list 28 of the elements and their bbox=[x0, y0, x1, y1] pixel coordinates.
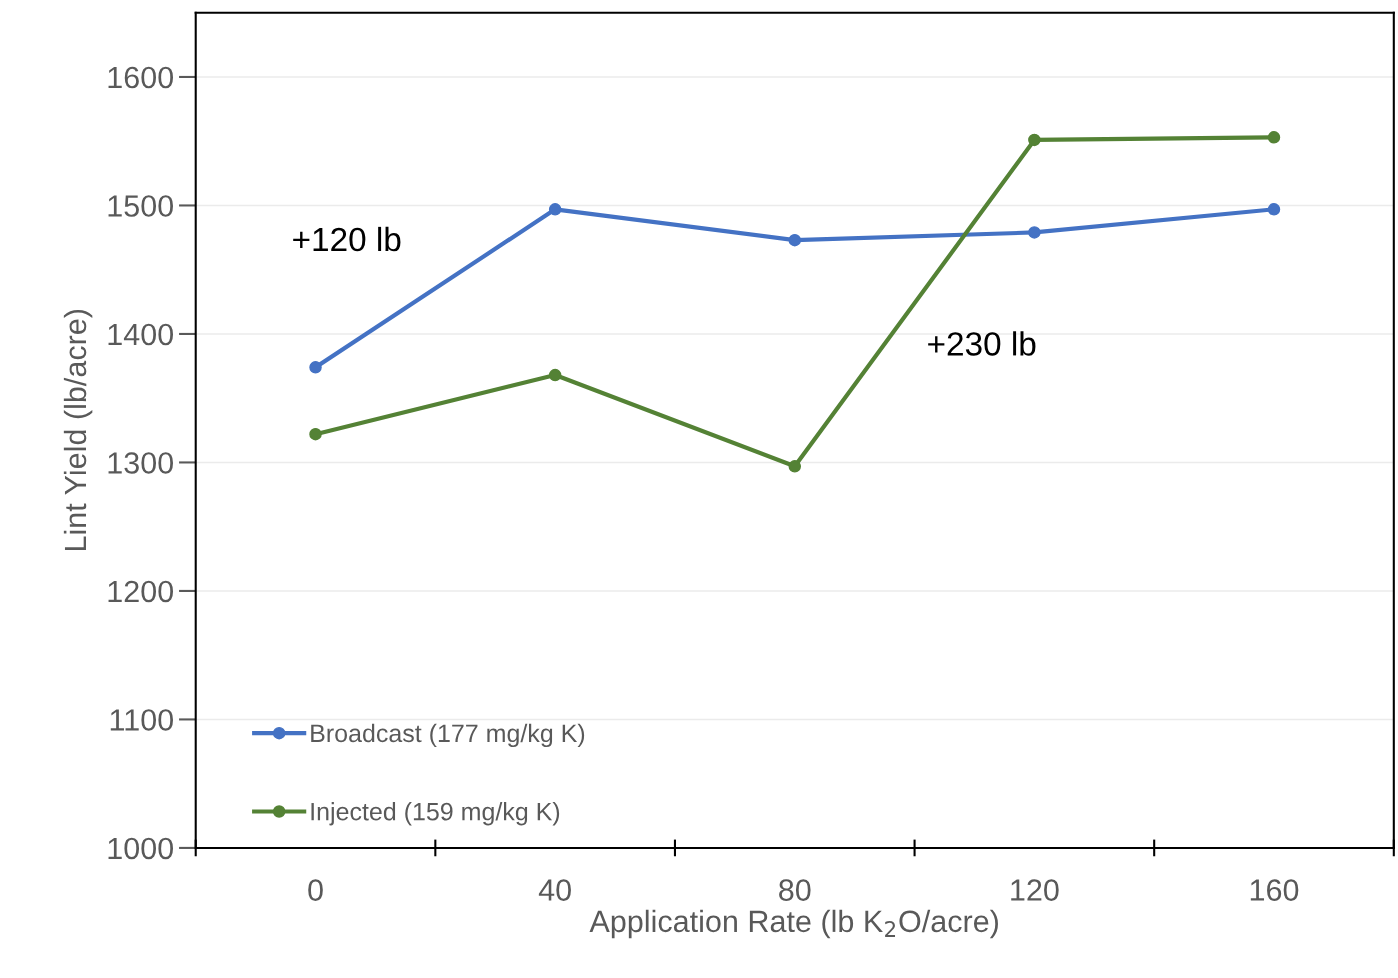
annotation: +120 lb bbox=[293, 226, 401, 252]
y-tick-label: 1300 bbox=[108, 452, 173, 474]
point bbox=[1267, 203, 1281, 216]
x-tick-label: 160 bbox=[1250, 879, 1299, 901]
y-axis-title: Lint Yield (lb/acre) bbox=[63, 309, 93, 551]
y-tick-label: 1600 bbox=[108, 66, 173, 89]
point bbox=[1267, 131, 1281, 144]
y-tick-label: 1400 bbox=[108, 323, 173, 346]
x-tick-label: 120 bbox=[1011, 879, 1059, 901]
y-tick-label: 1500 bbox=[108, 195, 173, 217]
x-tick-label: 0 bbox=[308, 879, 323, 901]
point bbox=[309, 427, 322, 441]
x-axis-title: Application Rate (lb K$_{2}$O/acre) bbox=[589, 909, 998, 939]
point bbox=[548, 368, 562, 382]
legend-label: Injected (159 mg/kg K) bbox=[311, 802, 560, 826]
x-tick-label: 40 bbox=[538, 879, 571, 901]
point bbox=[1028, 133, 1041, 147]
y-tick-label: 1200 bbox=[108, 580, 173, 603]
point bbox=[788, 460, 802, 473]
annotation: +230 lb bbox=[928, 331, 1036, 356]
point bbox=[788, 233, 802, 247]
point bbox=[1028, 226, 1041, 239]
point bbox=[548, 203, 562, 216]
legend-label: Broadcast (177 mg/kg K) bbox=[311, 723, 585, 748]
y-tick-label: 1100 bbox=[110, 709, 173, 731]
x-tick-label: 80 bbox=[779, 879, 811, 901]
point bbox=[309, 361, 322, 374]
y-tick-label: 1000 bbox=[108, 837, 173, 860]
